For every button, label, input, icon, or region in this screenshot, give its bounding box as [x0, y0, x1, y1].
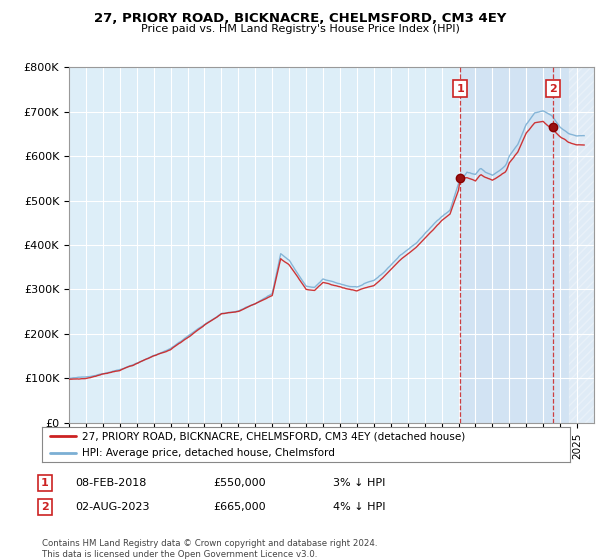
Text: 27, PRIORY ROAD, BICKNACRE, CHELMSFORD, CM3 4EY (detached house): 27, PRIORY ROAD, BICKNACRE, CHELMSFORD, … — [82, 431, 465, 441]
Text: £665,000: £665,000 — [213, 502, 266, 512]
Text: 1: 1 — [457, 83, 464, 94]
Text: 27, PRIORY ROAD, BICKNACRE, CHELMSFORD, CM3 4EY: 27, PRIORY ROAD, BICKNACRE, CHELMSFORD, … — [94, 12, 506, 25]
Text: 3% ↓ HPI: 3% ↓ HPI — [333, 478, 385, 488]
Bar — [460, 67, 594, 423]
Bar — [569, 67, 594, 423]
Text: 2: 2 — [41, 502, 49, 512]
Text: 4% ↓ HPI: 4% ↓ HPI — [333, 502, 386, 512]
Text: 08-FEB-2018: 08-FEB-2018 — [75, 478, 146, 488]
Text: 02-AUG-2023: 02-AUG-2023 — [75, 502, 149, 512]
Text: 1: 1 — [41, 478, 49, 488]
Text: HPI: Average price, detached house, Chelmsford: HPI: Average price, detached house, Chel… — [82, 448, 334, 458]
Text: £550,000: £550,000 — [213, 478, 266, 488]
Text: 2: 2 — [549, 83, 557, 94]
Text: Price paid vs. HM Land Registry's House Price Index (HPI): Price paid vs. HM Land Registry's House … — [140, 24, 460, 34]
Text: Contains HM Land Registry data © Crown copyright and database right 2024.
This d: Contains HM Land Registry data © Crown c… — [42, 539, 377, 559]
